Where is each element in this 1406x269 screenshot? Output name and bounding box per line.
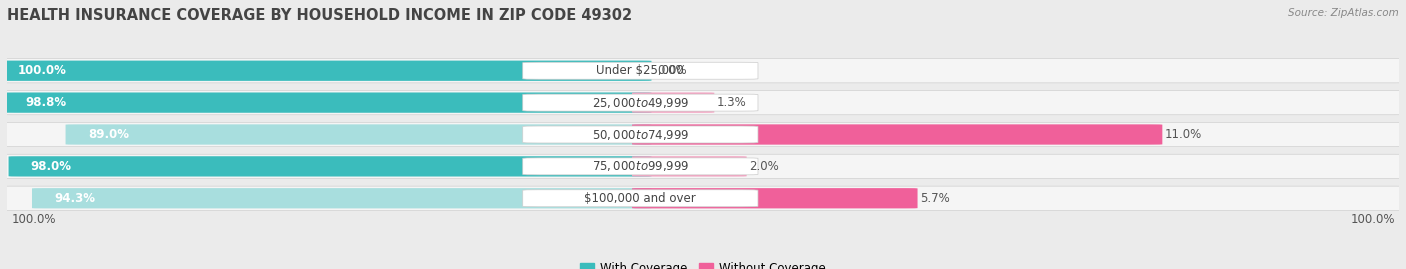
FancyBboxPatch shape xyxy=(8,156,651,176)
Text: 98.8%: 98.8% xyxy=(25,96,67,109)
Text: $100,000 and over: $100,000 and over xyxy=(585,192,696,205)
Text: 100.0%: 100.0% xyxy=(1350,213,1395,226)
FancyBboxPatch shape xyxy=(0,186,1406,210)
Text: 98.0%: 98.0% xyxy=(31,160,72,173)
FancyBboxPatch shape xyxy=(633,156,747,176)
FancyBboxPatch shape xyxy=(523,158,758,175)
FancyBboxPatch shape xyxy=(32,188,651,208)
Text: 89.0%: 89.0% xyxy=(87,128,129,141)
Text: 100.0%: 100.0% xyxy=(18,64,67,77)
FancyBboxPatch shape xyxy=(0,90,1406,115)
FancyBboxPatch shape xyxy=(523,62,758,79)
FancyBboxPatch shape xyxy=(0,61,651,81)
FancyBboxPatch shape xyxy=(0,154,1406,179)
Text: 2.0%: 2.0% xyxy=(749,160,779,173)
Text: $25,000 to $49,999: $25,000 to $49,999 xyxy=(592,95,689,110)
FancyBboxPatch shape xyxy=(3,93,651,113)
Text: $50,000 to $74,999: $50,000 to $74,999 xyxy=(592,128,689,141)
Text: Source: ZipAtlas.com: Source: ZipAtlas.com xyxy=(1288,8,1399,18)
FancyBboxPatch shape xyxy=(633,93,714,113)
FancyBboxPatch shape xyxy=(633,124,1163,145)
Text: 0.0%: 0.0% xyxy=(657,64,686,77)
Text: 94.3%: 94.3% xyxy=(55,192,96,205)
FancyBboxPatch shape xyxy=(523,126,758,143)
FancyBboxPatch shape xyxy=(0,59,1406,83)
FancyBboxPatch shape xyxy=(0,122,1406,147)
Text: $75,000 to $99,999: $75,000 to $99,999 xyxy=(592,159,689,174)
Text: 1.3%: 1.3% xyxy=(717,96,747,109)
Text: 11.0%: 11.0% xyxy=(1166,128,1202,141)
Text: HEALTH INSURANCE COVERAGE BY HOUSEHOLD INCOME IN ZIP CODE 49302: HEALTH INSURANCE COVERAGE BY HOUSEHOLD I… xyxy=(7,8,633,23)
FancyBboxPatch shape xyxy=(633,188,918,208)
Text: 5.7%: 5.7% xyxy=(921,192,950,205)
FancyBboxPatch shape xyxy=(523,94,758,111)
Legend: With Coverage, Without Coverage: With Coverage, Without Coverage xyxy=(575,258,831,269)
FancyBboxPatch shape xyxy=(523,190,758,207)
Text: 100.0%: 100.0% xyxy=(11,213,56,226)
FancyBboxPatch shape xyxy=(66,124,651,145)
Text: Under $25,000: Under $25,000 xyxy=(596,64,685,77)
